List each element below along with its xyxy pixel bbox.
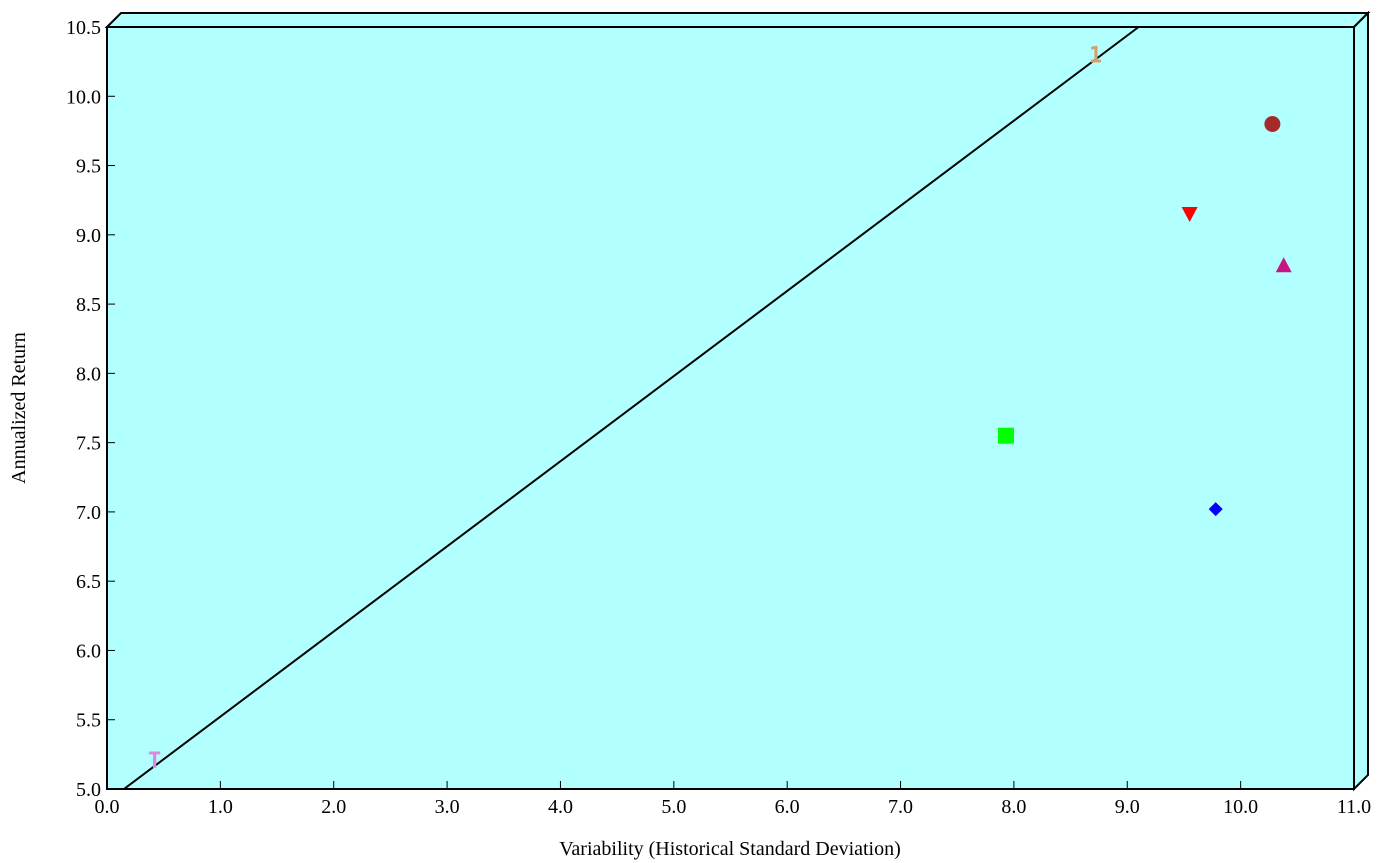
y-tick-label: 8.5	[76, 294, 101, 316]
y-tick-label: 6.5	[76, 571, 101, 593]
x-tick-label: 0.0	[95, 796, 120, 818]
y-tick-label: 7.0	[76, 502, 101, 524]
y-tick-label: 10.0	[66, 86, 101, 108]
chart-marks: T1	[123, 26, 1292, 790]
x-axis-title: Variability (Historical Standard Deviati…	[559, 838, 901, 860]
point-text-label: 1	[1089, 44, 1102, 69]
x-tick-label: 6.0	[775, 796, 800, 818]
y-tick-label: 9.0	[76, 225, 101, 247]
x-tick-label: 9.0	[1115, 796, 1140, 818]
x-tick-label: 5.0	[661, 796, 686, 818]
x-tick-label: 8.0	[1001, 796, 1026, 818]
y-tick-label: 9.5	[76, 156, 101, 178]
y-tick-label: 10.5	[66, 17, 101, 39]
point-circle	[1264, 115, 1281, 132]
point-diamond	[1208, 502, 1223, 517]
y-tick-label: 8.0	[76, 363, 101, 385]
y-tick-label: 5.5	[76, 710, 101, 732]
y-tick-label: 7.5	[76, 433, 101, 455]
reference-line	[123, 26, 1140, 790]
y-tick-label: 5.0	[76, 779, 101, 801]
frame-top-face	[104, 12, 1371, 28]
x-tick-label: 2.0	[321, 796, 346, 818]
y-tick-label: 6.0	[76, 640, 101, 662]
plot-area	[106, 26, 1355, 790]
x-axis-ticks: 0.0 1.0 2.0 3.0 4.0 5.0 6.0 7.0 8.0 9.0 10.0 11.0	[95, 781, 1371, 818]
frame-right-face	[1353, 10, 1369, 792]
point-text-label: T	[148, 749, 161, 774]
x-tick-label: 10.0	[1223, 796, 1258, 818]
x-tick-label: 11.0	[1337, 796, 1371, 818]
x-tick-label: 3.0	[435, 796, 460, 818]
x-tick-label: 7.0	[888, 796, 913, 818]
x-tick-label: 4.0	[548, 796, 573, 818]
y-axis-title: Annualized Return	[8, 332, 30, 484]
point-triangle-down	[1181, 207, 1198, 223]
point-square	[997, 427, 1014, 444]
point-triangle-up	[1275, 257, 1292, 273]
y-axis-ticks: 5.0 5.5 6.0 6.5 7.0 7.5 8.0 8.5 9.0 9.5 10.0 10.5	[66, 17, 115, 801]
x-tick-label: 1.0	[208, 796, 233, 818]
